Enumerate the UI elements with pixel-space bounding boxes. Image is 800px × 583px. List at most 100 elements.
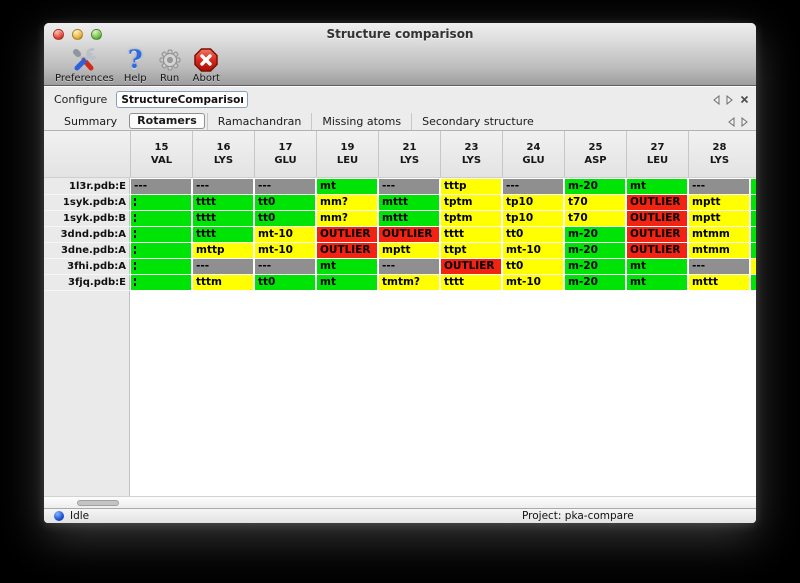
table-cell[interactable]: OUTLIER <box>441 259 501 274</box>
table-cell[interactable]: --- <box>255 179 315 194</box>
table-cell[interactable] <box>131 259 191 274</box>
table-cell[interactable]: mptt <box>689 211 749 226</box>
close-window-button[interactable] <box>53 29 64 40</box>
table-cell[interactable]: mttp <box>193 243 253 258</box>
table-cell[interactable]: mm? <box>317 211 377 226</box>
table-cell[interactable]: m-20 <box>565 179 625 194</box>
scrollbar-thumb[interactable] <box>77 500 119 506</box>
table-cell[interactable]: mm? <box>317 195 377 210</box>
table-cell[interactable]: --- <box>131 179 191 194</box>
table-cell[interactable]: --- <box>379 259 439 274</box>
tab-missing-atoms[interactable]: Missing atoms <box>311 112 411 130</box>
table-cell[interactable]: tt0 <box>255 275 315 290</box>
table-cell[interactable]: t70 <box>565 195 625 210</box>
table-cell[interactable]: OUTLIER <box>627 243 687 258</box>
table-cell[interactable]: mt <box>627 275 687 290</box>
run-button[interactable]: Run <box>152 46 188 84</box>
prev-tab-icon[interactable] <box>727 116 735 127</box>
table-cell[interactable]: mt <box>317 259 377 274</box>
table-cell[interactable]: tp10 <box>503 211 563 226</box>
table-cell[interactable]: mtmm <box>689 227 749 242</box>
table-cell[interactable]: tptm <box>441 211 501 226</box>
table-cell[interactable] <box>131 243 191 258</box>
prev-configuration-icon[interactable] <box>712 94 720 105</box>
table-cell[interactable]: mttt <box>689 275 749 290</box>
table-cell[interactable]: tttm <box>193 275 253 290</box>
table-cell[interactable]: mt <box>317 275 377 290</box>
table-cell[interactable]: tttt <box>441 275 501 290</box>
table-cell[interactable] <box>131 211 191 226</box>
table-cell[interactable]: mt-10 <box>255 243 315 258</box>
table-cell[interactable]: OUTLIER <box>317 227 377 242</box>
help-button[interactable]: ? Help <box>119 45 152 85</box>
table-cell[interactable]: --- <box>689 259 749 274</box>
tab-secondary-structure[interactable]: Secondary structure <box>411 112 544 130</box>
configuration-name-input[interactable] <box>116 91 249 108</box>
table-cell[interactable]: --- <box>255 259 315 274</box>
close-configuration-icon[interactable] <box>740 95 749 104</box>
table-cell[interactable]: m-20 <box>565 227 625 242</box>
table-cell[interactable]: tttp <box>441 179 501 194</box>
table-cell[interactable]: tptm <box>441 195 501 210</box>
table-cell-partial <box>751 243 756 258</box>
column-header: 27 LEU <box>626 131 688 177</box>
question-mark-icon: ? <box>127 45 143 74</box>
table-cell[interactable]: OUTLIER <box>317 243 377 258</box>
table-cell[interactable]: m-20 <box>565 259 625 274</box>
next-tab-icon[interactable] <box>741 116 749 127</box>
table-cell[interactable]: mt <box>317 179 377 194</box>
minimize-window-button[interactable] <box>72 29 83 40</box>
table-cell[interactable]: --- <box>689 179 749 194</box>
clipped-glyph-mark <box>134 246 136 254</box>
table-cell[interactable]: tt0 <box>255 211 315 226</box>
preferences-button[interactable]: Preferences <box>50 46 119 84</box>
table-cell[interactable]: mt-10 <box>503 275 563 290</box>
table-cell[interactable]: mptt <box>379 243 439 258</box>
table-cell[interactable]: tmtm? <box>379 275 439 290</box>
table-cell[interactable] <box>131 195 191 210</box>
tab-summary[interactable]: Summary <box>64 114 118 128</box>
table-cell[interactable] <box>131 227 191 242</box>
table-cell[interactable]: OUTLIER <box>627 211 687 226</box>
table-cell[interactable]: mtmm <box>689 243 749 258</box>
table-cell[interactable]: mttt <box>379 211 439 226</box>
table-cell[interactable] <box>131 275 191 290</box>
table-cell[interactable]: mptt <box>689 195 749 210</box>
table-cell[interactable]: tttt <box>193 227 253 242</box>
table-cell[interactable]: tttt <box>193 195 253 210</box>
table-cell[interactable]: --- <box>379 179 439 194</box>
table-cell[interactable]: --- <box>193 259 253 274</box>
next-configuration-icon[interactable] <box>726 94 734 105</box>
row-label-gutter <box>44 131 130 496</box>
table-cell[interactable]: tt0 <box>503 259 563 274</box>
table-cell[interactable]: mt <box>627 179 687 194</box>
table-cell[interactable]: OUTLIER <box>627 227 687 242</box>
table-cell[interactable]: tp10 <box>503 195 563 210</box>
table-cell-partial <box>751 275 756 290</box>
table-cell[interactable]: tttt <box>441 227 501 242</box>
tab-rotamers[interactable]: Rotamers <box>129 113 205 129</box>
table-cell[interactable]: OUTLIER <box>627 195 687 210</box>
table-cell[interactable]: mt-10 <box>255 227 315 242</box>
stop-x-icon <box>193 47 219 73</box>
abort-label: Abort <box>192 73 220 84</box>
clipped-glyph-mark <box>134 278 136 286</box>
table-cell[interactable]: m-20 <box>565 275 625 290</box>
window-title: Structure comparison <box>326 27 474 41</box>
horizontal-scrollbar[interactable] <box>44 496 756 509</box>
table-cell[interactable]: --- <box>193 179 253 194</box>
table-cell[interactable]: m-20 <box>565 243 625 258</box>
table-cell[interactable]: mttt <box>379 195 439 210</box>
table-cell[interactable]: OUTLIER <box>379 227 439 242</box>
table-cell[interactable]: t70 <box>565 211 625 226</box>
table-cell[interactable]: --- <box>503 179 563 194</box>
zoom-window-button[interactable] <box>91 29 102 40</box>
table-cell[interactable]: ttpt <box>441 243 501 258</box>
tab-ramachandran[interactable]: Ramachandran <box>206 112 312 130</box>
table-cell[interactable]: tttt <box>193 211 253 226</box>
table-cell[interactable]: tt0 <box>255 195 315 210</box>
table-cell[interactable]: mt-10 <box>503 243 563 258</box>
abort-button[interactable]: Abort <box>188 46 225 84</box>
table-cell[interactable]: tt0 <box>503 227 563 242</box>
table-cell[interactable]: mt <box>627 259 687 274</box>
